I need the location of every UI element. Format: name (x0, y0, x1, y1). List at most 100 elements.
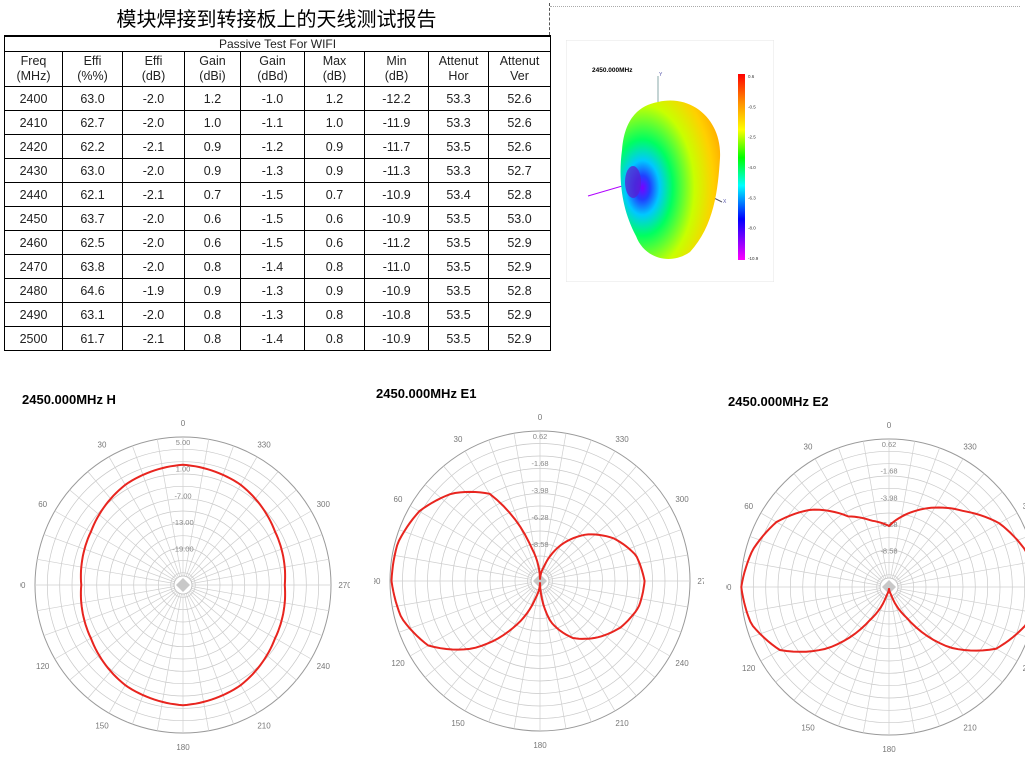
results-table: Passive Test For WIFI Freq (MHz) Effi (%%) E… (3, 35, 552, 351)
polar-grid-spoke (897, 588, 1025, 612)
polar-angle-label: 120 (742, 664, 756, 673)
table-cell: 0.9 (184, 134, 241, 159)
table-cell: 53.5 (428, 134, 489, 159)
polar-grid-spoke (548, 583, 682, 633)
column-header: Min (dB) (364, 51, 429, 87)
polar-grid-spoke (108, 592, 179, 714)
polar-grid-spoke (69, 590, 177, 681)
polar-grid-spoke (190, 589, 312, 660)
radiation-null-region (625, 166, 641, 198)
table-row: 2440 62.1 -2.1 0.7 -1.5 0.7 -10.9 53.4 52.8 (4, 182, 552, 207)
column-header: Gain (dBi) (184, 51, 241, 87)
polar-angle-label: 240 (317, 662, 331, 671)
table-cell: 63.0 (62, 158, 123, 183)
table-cell: 2430 (4, 158, 63, 183)
polar-grid-spoke (191, 558, 329, 584)
table-cell: -2.0 (122, 302, 185, 327)
polar-center-hub (173, 575, 193, 595)
polar-grid-spoke (897, 589, 1025, 637)
polar-ring-label: -3.98 (531, 486, 548, 495)
polar-grid-spoke (513, 433, 539, 573)
polar-title-e1: 2450.000MHz E1 (376, 386, 477, 401)
table-cell: -10.8 (364, 302, 429, 327)
polar-grid-spoke (547, 505, 671, 577)
report-title: 模块焊接到转接板上的天线测试报告 (4, 3, 550, 35)
polar-grid-spoke (891, 595, 940, 727)
polar-grid-spoke (743, 560, 881, 586)
polar-angle-label: 30 (98, 441, 107, 450)
polar-ring-label: -19.00 (172, 545, 193, 554)
table-cell: 0.7 (184, 182, 241, 207)
color-scale-label: -10.9 (748, 256, 759, 261)
polar-angle-label: 270 (338, 581, 350, 590)
polar-angle-label: 150 (95, 721, 109, 730)
table-cell: 2490 (4, 302, 63, 327)
table-cell: -2.1 (122, 134, 185, 159)
polar-angle-label: 0 (181, 419, 186, 428)
polar-grid-spoke (545, 587, 637, 697)
column-header-name: Effi (144, 54, 163, 68)
table-cell: 61.7 (62, 326, 123, 351)
table-row: 2400 63.0 -2.0 1.2 -1.0 1.2 -12.2 53.3 52.6 (4, 86, 552, 111)
polar-angle-label: 30 (454, 435, 463, 444)
polar-angle-label: 120 (36, 662, 50, 671)
polar-angle-label: 180 (176, 743, 190, 752)
polar-grid-spoke (54, 589, 176, 660)
polar-center-marker (882, 580, 896, 594)
table-cell: 2460 (4, 230, 63, 255)
color-scale-label: -2.5 (748, 135, 756, 140)
table-cell: 53.5 (428, 254, 489, 279)
polar-angle-label: 90 (374, 577, 381, 586)
column-header-unit: (dBd) (257, 69, 288, 83)
polar-grid-spoke (424, 484, 534, 576)
table-cell: -11.2 (364, 230, 429, 255)
polar-grid-spoke (896, 591, 1018, 662)
column-header-name: Effi (83, 54, 102, 68)
polar-angle-label: 60 (744, 502, 753, 511)
table-cell: 53.3 (428, 158, 489, 183)
polar-angle-label: 270 (697, 577, 704, 586)
polar-grid-spoke (398, 583, 532, 633)
polar-angle-label: 150 (801, 723, 815, 732)
table-cell: 52.9 (487, 302, 552, 327)
table-cell: 2470 (4, 254, 63, 279)
table-subtitle-row: Passive Test For WIFI (3, 35, 552, 52)
table-cell: 2420 (4, 134, 63, 159)
polar-grid-spoke (488, 439, 538, 573)
table-cell: 0.6 (304, 206, 365, 231)
polar-center-marker (533, 574, 547, 588)
color-scale-label: -4.0 (748, 165, 756, 170)
polar-angle-label: 120 (391, 659, 405, 668)
polar-angle-label: 210 (257, 721, 271, 730)
table-cell: 53.0 (487, 206, 552, 231)
color-scale-label: -8.0 (748, 226, 756, 231)
polar-angle-label: 240 (675, 659, 689, 668)
table-cell: 52.7 (487, 158, 552, 183)
table-cell: 53.5 (428, 302, 489, 327)
polar-grid-spoke (37, 586, 175, 612)
polar-grid-spoke (87, 591, 178, 699)
polar-grid-spoke (548, 529, 682, 579)
radiation-3d-plot: 2450.000MHz Y X 0.6 -0.5 -2.5 -4.0 -6.3 -8.0 -… (566, 40, 774, 282)
polar-grid-spoke (184, 439, 210, 577)
polar-ring-label: 0.62 (882, 440, 897, 449)
polar-pattern-curve (740, 506, 1025, 653)
column-header: Freq (MHz) (4, 51, 63, 87)
column-header-unit: (dB) (384, 69, 409, 83)
polar-ring-label: -13.00 (172, 518, 193, 527)
polar-grid-spoke (188, 591, 279, 699)
table-header-row: Freq (MHz) Effi (%%) Effi (dB) Gain (dBi) Gain (d… (4, 51, 552, 87)
table-cell: 53.3 (428, 86, 489, 111)
polar-grid-spoke (409, 585, 533, 657)
table-cell: -2.0 (122, 86, 185, 111)
table-cell: -1.4 (240, 326, 305, 351)
x-axis-label: X (723, 199, 727, 205)
table-cell: -2.0 (122, 110, 185, 135)
table-cell: 63.0 (62, 86, 123, 111)
polar-grid-spoke (862, 595, 888, 733)
polar-grid-spoke (894, 593, 985, 701)
polar-grid-spoke (814, 594, 885, 716)
polar-grid-spoke (542, 589, 592, 723)
polar-ring-label: 5.00 (176, 438, 191, 447)
table-cell: 62.1 (62, 182, 123, 207)
